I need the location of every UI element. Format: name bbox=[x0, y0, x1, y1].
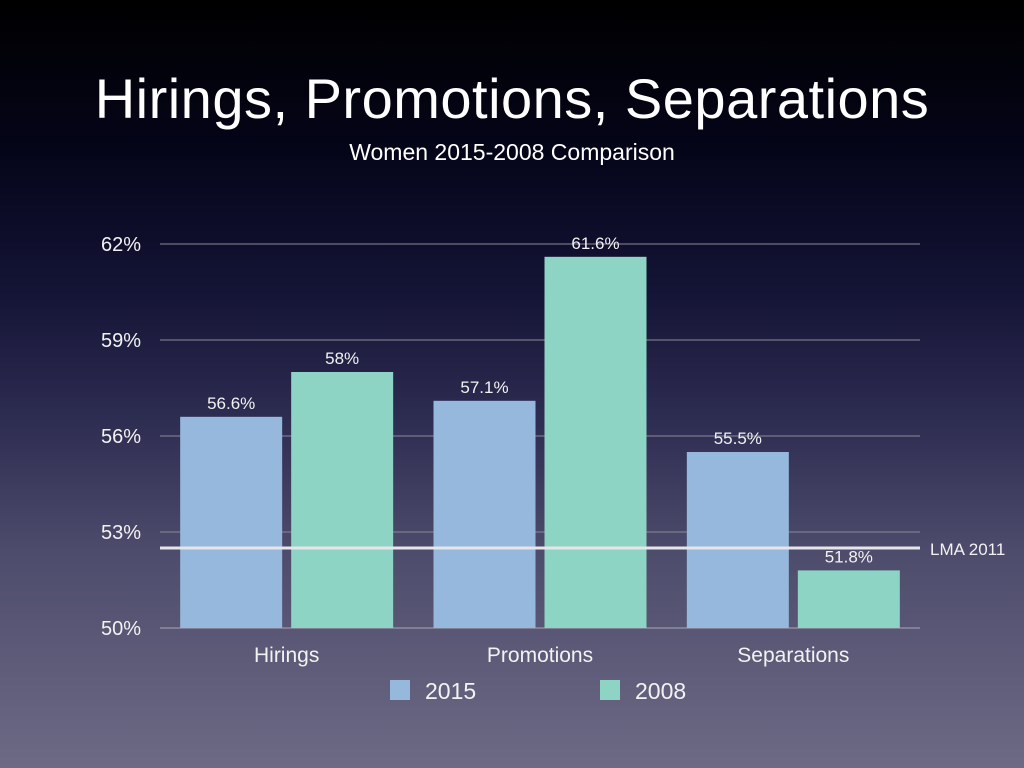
reference-line-label: LMA 2011 bbox=[930, 540, 1005, 559]
legend: 2015 2008 bbox=[390, 678, 686, 704]
data-label: 61.6% bbox=[571, 234, 619, 253]
y-tick-label: 59% bbox=[101, 330, 141, 352]
bar-2008-separations bbox=[797, 570, 900, 628]
gridlines bbox=[160, 243, 920, 629]
slide-title: Hirings, Promotions, Separations bbox=[94, 67, 930, 130]
category-label: Promotions bbox=[487, 644, 593, 667]
legend-swatch-2015 bbox=[390, 680, 410, 700]
data-label: 58% bbox=[325, 349, 359, 368]
slide-subtitle: Women 2015-2008 Comparison bbox=[349, 139, 675, 165]
legend-label: 2015 bbox=[425, 678, 476, 704]
bar-2015-promotions bbox=[433, 400, 536, 628]
y-axis-ticks: 50% 53% 56% 59% 62% bbox=[101, 234, 141, 640]
bar-2015-hirings bbox=[180, 416, 283, 628]
legend-swatch-2008 bbox=[600, 680, 620, 700]
y-tick-label: 53% bbox=[101, 522, 141, 544]
y-tick-label: 62% bbox=[101, 234, 141, 256]
bar-2008-hirings bbox=[291, 372, 394, 628]
category-label: Separations bbox=[737, 644, 849, 667]
reference-line-group: LMA 2011 bbox=[160, 540, 1005, 559]
data-label: 57.1% bbox=[460, 378, 508, 397]
bar-2015-separations bbox=[686, 452, 789, 628]
y-tick-label: 56% bbox=[101, 426, 141, 448]
bar-2008-promotions bbox=[544, 256, 647, 628]
legend-label: 2008 bbox=[635, 678, 686, 704]
data-labels: 56.6% 58% 57.1% 61.6% 55.5% 51.8% bbox=[207, 234, 873, 567]
y-tick-label: 50% bbox=[101, 618, 141, 640]
category-labels: Hirings Promotions Separations bbox=[254, 644, 849, 667]
bars bbox=[180, 256, 900, 628]
category-label: Hirings bbox=[254, 644, 319, 667]
data-label: 55.5% bbox=[714, 429, 762, 448]
data-label: 51.8% bbox=[825, 547, 873, 566]
data-label: 56.6% bbox=[207, 394, 255, 413]
